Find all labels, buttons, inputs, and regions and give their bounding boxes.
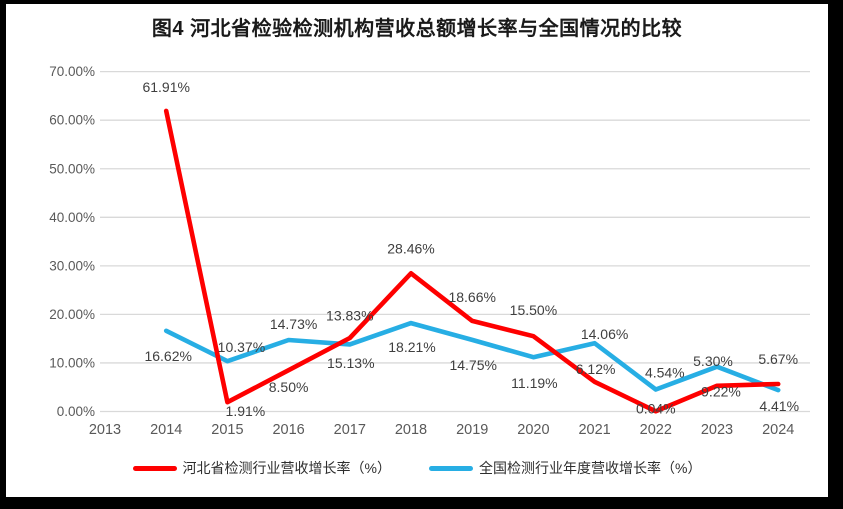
legend-item-hebei: 河北省检测行业营收增长率（%）	[132, 458, 391, 478]
legend: 河北省检测行业营收增长率（%） 全国检测行业年度营收增长率（%）	[6, 458, 828, 478]
legend-line-swatch-national	[429, 465, 473, 471]
legend-label-hebei: 河北省检测行业营收增长率（%）	[182, 460, 391, 476]
legend-label-national: 全国检测行业年度营收增长率（%）	[479, 460, 702, 476]
legend-item-national: 全国检测行业年度营收增长率（%）	[429, 458, 701, 478]
chart-canvas: 图4 河北省检验检测机构营收总额增长率与全国情况的比较 河北省检测行业营收增长率…	[6, 4, 828, 497]
legend-line-swatch-hebei	[132, 465, 177, 471]
chart-title: 图4 河北省检验检测机构营收总额增长率与全国情况的比较	[151, 18, 683, 40]
